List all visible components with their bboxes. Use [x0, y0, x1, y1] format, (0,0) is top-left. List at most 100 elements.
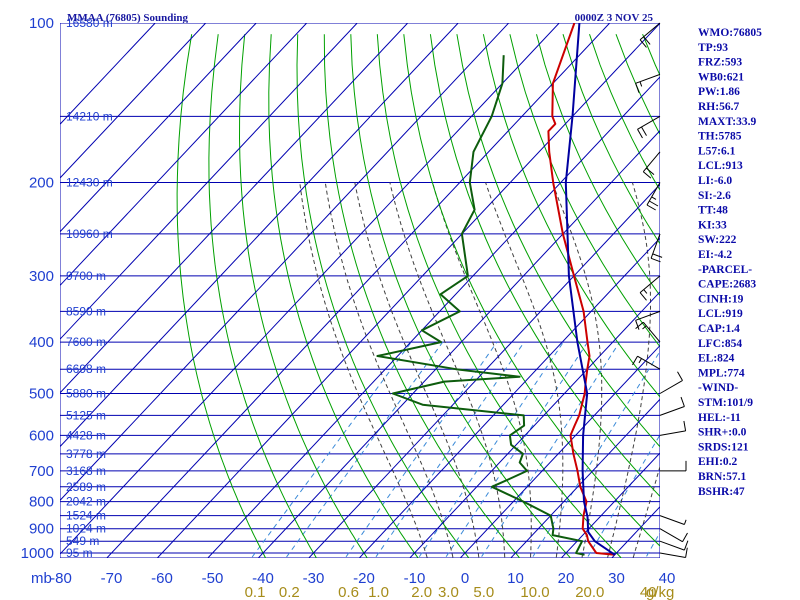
index-line-4: PW:1.86	[698, 86, 740, 98]
dry-adiabat-80	[509, 34, 660, 348]
height-label-200: 12430 m	[66, 176, 113, 190]
dry-adiabat--30	[208, 34, 318, 558]
barb-flag	[643, 36, 651, 45]
wind-barb-350	[635, 310, 661, 330]
temp-tick--40: -40	[252, 570, 274, 587]
dry-adiabat-50	[429, 34, 660, 498]
wind-barb-450	[632, 355, 661, 370]
index-line-19: LCL:919	[698, 308, 743, 320]
height-label-450: 6698 m	[66, 362, 106, 376]
isotherm--10	[409, 291, 660, 558]
pressure-unit-label: mb	[31, 570, 52, 587]
wind-barb-125	[635, 73, 661, 93]
index-line-26: HEL:-11	[698, 412, 741, 424]
barb-flag	[645, 167, 655, 175]
index-line-7: TH:5785	[698, 131, 742, 143]
barb-half	[683, 519, 687, 525]
dry-adiabat--10	[268, 34, 419, 558]
index-line-16: -PARCEL-	[698, 264, 752, 276]
temp-tick--80: -80	[50, 570, 72, 587]
barb-staff	[659, 515, 685, 525]
height-label-1000: 95 m	[66, 546, 93, 560]
index-line-23: MPL:774	[698, 367, 745, 379]
moist-adiabat-10	[389, 182, 506, 558]
barb-staff	[659, 528, 683, 543]
wind-barb-600	[659, 420, 687, 436]
barb-staff	[635, 73, 661, 84]
moist-adiabat-15	[432, 182, 532, 558]
index-line-28: SRDS:121	[698, 441, 749, 453]
mixing-tick-5: 3.0	[438, 584, 459, 600]
mixing-ratio-line-1	[285, 341, 444, 558]
barb-staff	[659, 552, 686, 558]
index-line-24: -WIND-	[698, 382, 738, 394]
isotherm--100	[60, 23, 459, 448]
pressure-tick-400: 400	[29, 334, 54, 351]
mixing-tick-3: 1.0	[368, 584, 389, 600]
index-line-8: L57:6.1	[698, 145, 736, 157]
index-line-9: LCL:913	[698, 160, 743, 172]
barb-flag	[680, 396, 685, 407]
barb-half	[639, 81, 643, 87]
wind-barb-150	[637, 115, 661, 139]
barb-flag	[632, 355, 638, 366]
index-line-22: EL:824	[698, 353, 735, 365]
barb-flag	[637, 129, 643, 139]
dry-adiabat-90	[536, 34, 660, 297]
index-line-14: SW:222	[698, 234, 737, 246]
isotherm--80	[60, 23, 560, 555]
isotherm--20	[358, 237, 660, 558]
wind-barbs	[632, 22, 689, 558]
wind-barb-175	[642, 151, 661, 179]
wind-barb-900	[659, 528, 688, 543]
wind-barb-250	[650, 233, 663, 263]
barb-staff	[659, 430, 686, 436]
dry-adiabat--40	[176, 34, 267, 558]
height-label-350: 8590 m	[66, 304, 106, 318]
height-label-850: 1524 m	[66, 509, 106, 523]
wind-barb-1000	[659, 547, 688, 558]
temp-tick--30: -30	[303, 570, 325, 587]
index-line-11: SI:-2.6	[698, 190, 731, 202]
wind-barb-700	[660, 460, 687, 472]
dry-adiabat-70	[482, 34, 660, 398]
wind-barb-950	[659, 540, 689, 551]
index-line-6: MAXT:33.9	[698, 116, 756, 128]
height-label-400: 7600 m	[66, 335, 106, 349]
isotherm--90	[60, 23, 510, 502]
pressure-tick-900: 900	[29, 521, 54, 538]
index-line-12: TT:48	[698, 205, 728, 217]
barb-flag	[682, 532, 688, 542]
barb-half	[638, 358, 642, 364]
isotherm--110	[60, 23, 409, 394]
isotherm-0	[459, 344, 660, 558]
barb-staff	[659, 406, 685, 416]
index-line-18: CINH:19	[698, 293, 744, 305]
height-label-800: 2042 m	[66, 495, 106, 509]
pressure-tick-100: 100	[29, 15, 54, 32]
barb-staff	[642, 321, 661, 343]
mixing-tick-0: 0.1	[245, 584, 266, 600]
isotherm--40	[257, 129, 660, 558]
dry-adiabat-layer	[176, 34, 660, 558]
pressure-tick-200: 200	[29, 175, 54, 192]
mixing-ratio-unit-label: g/kg	[646, 584, 674, 600]
index-line-17: CAPE:2683	[698, 279, 756, 291]
wind-barb-400	[635, 321, 661, 343]
barb-flag	[641, 126, 647, 136]
wind-barb-550	[659, 396, 685, 416]
temp-tick--60: -60	[151, 570, 173, 587]
isotherm--140	[60, 23, 257, 233]
index-line-13: KI:33	[698, 219, 727, 231]
isotherm--60	[156, 23, 660, 558]
index-line-0: WMO:76805	[698, 27, 762, 39]
index-line-5: RH:56.7	[698, 101, 739, 113]
mixing-ratio-line-8	[586, 433, 660, 558]
barb-flag	[639, 39, 647, 48]
barb-flag	[683, 420, 687, 431]
isotherm-10	[510, 398, 660, 558]
height-label-950: 549 m	[66, 534, 99, 548]
temp-tick--50: -50	[202, 570, 224, 587]
barb-flag	[685, 547, 688, 558]
parcel-profile	[564, 23, 616, 556]
